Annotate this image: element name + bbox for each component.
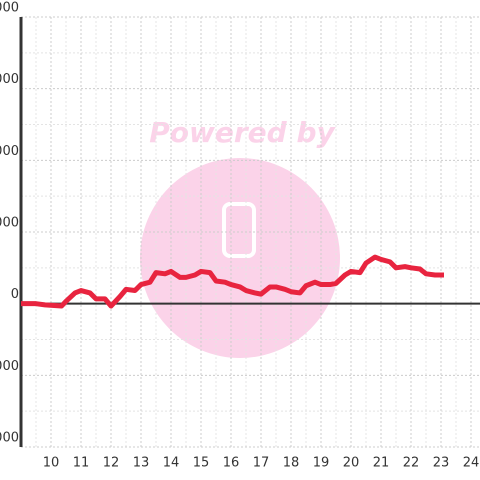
y-tick-label: -6,000 bbox=[0, 431, 19, 446]
y-tick-label: 12,000 bbox=[0, 1, 19, 16]
x-tick-label: 10 bbox=[43, 456, 60, 471]
x-tick-label: 11 bbox=[73, 456, 90, 471]
x-tick-label: 22 bbox=[403, 456, 420, 471]
y-tick-label: 3,000 bbox=[0, 216, 19, 231]
x-tick-label: 24 bbox=[463, 456, 480, 471]
x-tick-label: 16 bbox=[223, 456, 240, 471]
x-tick-label: 18 bbox=[283, 456, 300, 471]
x-tick-label: 14 bbox=[163, 456, 180, 471]
x-tick-label: 20 bbox=[343, 456, 360, 471]
watermark: Powered by bbox=[149, 116, 336, 149]
x-tick-label: 13 bbox=[133, 456, 150, 471]
x-tick-label: 21 bbox=[373, 456, 390, 471]
x-tick-label: 19 bbox=[313, 456, 330, 471]
watermark-icon bbox=[222, 202, 256, 258]
x-tick-label: 17 bbox=[253, 456, 270, 471]
x-tick-label: 23 bbox=[433, 456, 450, 471]
y-tick-label: -3,000 bbox=[0, 359, 19, 374]
y-tick-label: 0 bbox=[11, 287, 19, 302]
y-tick-label: 9,000 bbox=[0, 72, 19, 87]
y-tick-label: 6,000 bbox=[0, 144, 19, 159]
x-tick-label: 15 bbox=[193, 456, 210, 471]
x-tick-label: 12 bbox=[103, 456, 120, 471]
data-line bbox=[21, 254, 444, 309]
